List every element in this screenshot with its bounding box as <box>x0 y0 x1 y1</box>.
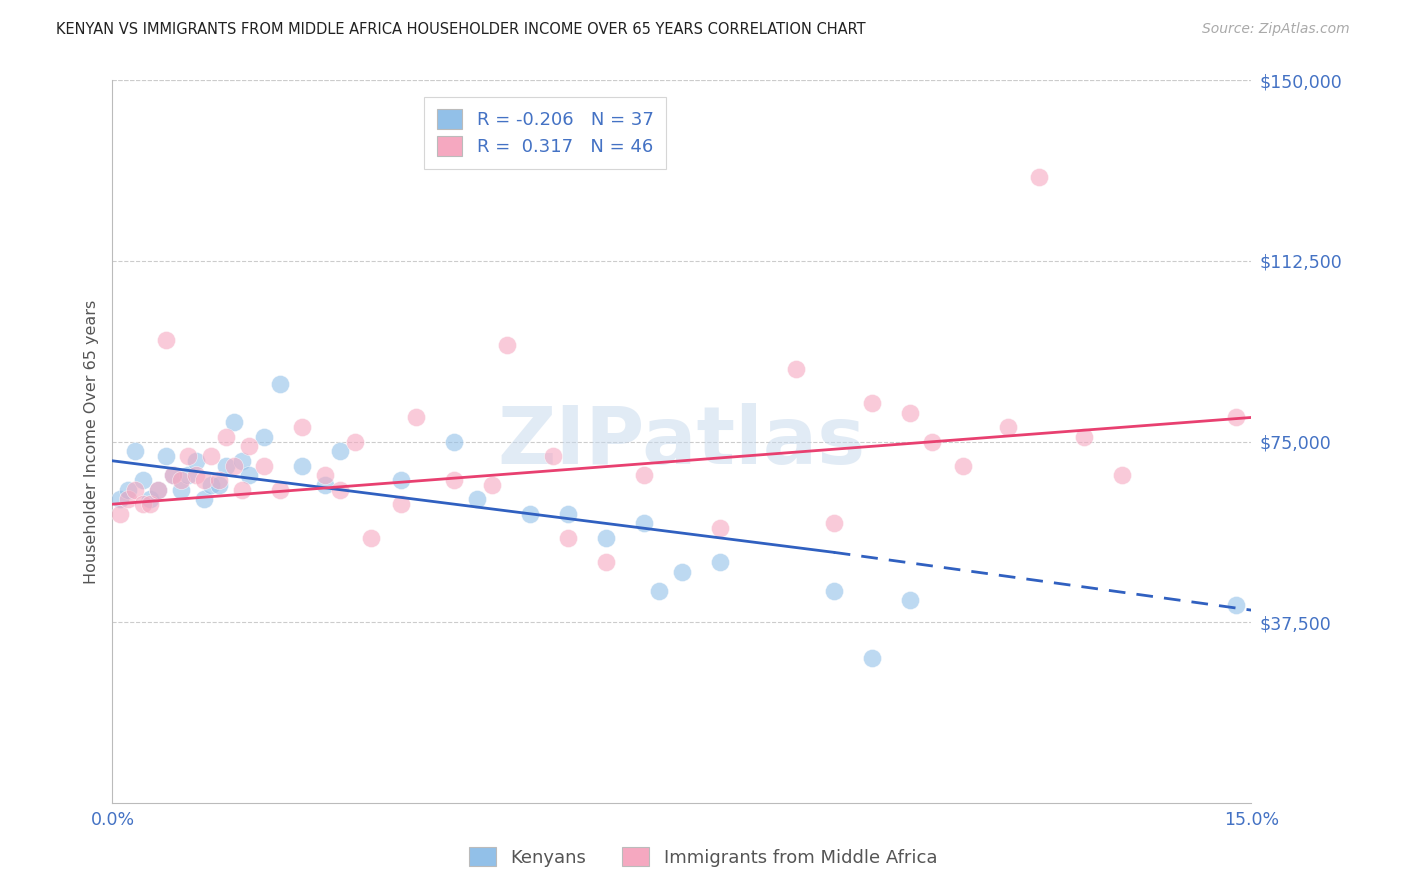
Point <box>184 454 207 468</box>
Point <box>443 473 465 487</box>
Point <box>170 483 193 497</box>
Point <box>329 444 352 458</box>
Point <box>222 458 245 473</box>
Point <box>314 478 336 492</box>
Point <box>709 555 731 569</box>
Point <box>231 454 253 468</box>
Point <box>898 406 921 420</box>
Text: Source: ZipAtlas.com: Source: ZipAtlas.com <box>1202 22 1350 37</box>
Point <box>117 492 139 507</box>
Point <box>557 507 579 521</box>
Point <box>595 555 617 569</box>
Point <box>155 334 177 348</box>
Point <box>921 434 943 449</box>
Point <box>1225 410 1247 425</box>
Point <box>465 492 488 507</box>
Point <box>898 593 921 607</box>
Point <box>139 492 162 507</box>
Y-axis label: Householder Income Over 65 years: Householder Income Over 65 years <box>83 300 98 583</box>
Legend: R = -0.206   N = 37, R =  0.317   N = 46: R = -0.206 N = 37, R = 0.317 N = 46 <box>425 96 666 169</box>
Point <box>1111 468 1133 483</box>
Point <box>215 458 238 473</box>
Point <box>132 473 155 487</box>
Point <box>389 497 412 511</box>
Point <box>496 338 519 352</box>
Point <box>200 478 222 492</box>
Point <box>709 521 731 535</box>
Point <box>124 483 146 497</box>
Point <box>360 531 382 545</box>
Point <box>952 458 974 473</box>
Point <box>633 468 655 483</box>
Point <box>124 444 146 458</box>
Point <box>139 497 162 511</box>
Point <box>541 449 564 463</box>
Point <box>648 583 671 598</box>
Point <box>162 468 184 483</box>
Point <box>291 458 314 473</box>
Legend: Kenyans, Immigrants from Middle Africa: Kenyans, Immigrants from Middle Africa <box>461 840 945 874</box>
Point <box>1028 169 1050 184</box>
Point <box>389 473 412 487</box>
Point <box>557 531 579 545</box>
Point <box>1225 599 1247 613</box>
Point <box>291 420 314 434</box>
Point <box>208 478 231 492</box>
Point <box>314 468 336 483</box>
Point <box>671 565 693 579</box>
Point <box>997 420 1019 434</box>
Text: ZIPatlas: ZIPatlas <box>498 402 866 481</box>
Point <box>1073 430 1095 444</box>
Point <box>860 396 883 410</box>
Point <box>200 449 222 463</box>
Point <box>269 376 291 391</box>
Point <box>208 473 231 487</box>
Point <box>108 507 131 521</box>
Point <box>231 483 253 497</box>
Point <box>132 497 155 511</box>
Point <box>108 492 131 507</box>
Point <box>329 483 352 497</box>
Point <box>823 583 845 598</box>
Point <box>117 483 139 497</box>
Point <box>443 434 465 449</box>
Point <box>177 449 200 463</box>
Point <box>155 449 177 463</box>
Text: KENYAN VS IMMIGRANTS FROM MIDDLE AFRICA HOUSEHOLDER INCOME OVER 65 YEARS CORRELA: KENYAN VS IMMIGRANTS FROM MIDDLE AFRICA … <box>56 22 866 37</box>
Point <box>193 492 215 507</box>
Point <box>162 468 184 483</box>
Point <box>481 478 503 492</box>
Point <box>177 468 200 483</box>
Point <box>405 410 427 425</box>
Point <box>595 531 617 545</box>
Point <box>184 468 207 483</box>
Point <box>633 516 655 531</box>
Point <box>344 434 367 449</box>
Point <box>785 362 807 376</box>
Point <box>146 483 169 497</box>
Point <box>823 516 845 531</box>
Point <box>146 483 169 497</box>
Point <box>269 483 291 497</box>
Point <box>215 430 238 444</box>
Point <box>238 468 260 483</box>
Point <box>860 651 883 665</box>
Point <box>253 430 276 444</box>
Point <box>238 439 260 453</box>
Point <box>253 458 276 473</box>
Point <box>222 415 245 429</box>
Point <box>170 473 193 487</box>
Point <box>193 473 215 487</box>
Point <box>519 507 541 521</box>
